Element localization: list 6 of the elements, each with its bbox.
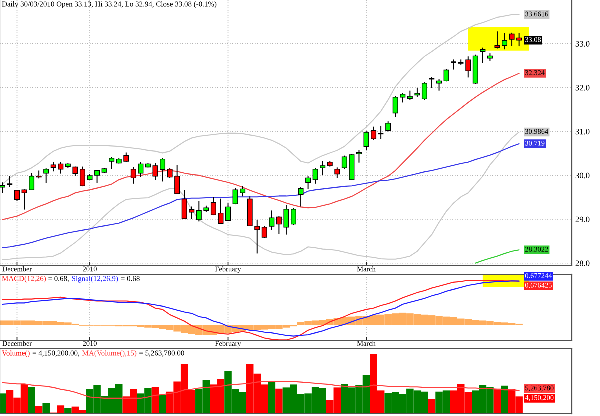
y-tick-label: 30.0 bbox=[576, 172, 590, 179]
y-tick-label: 28.0 bbox=[576, 260, 590, 266]
y-tick-label: 29.0 bbox=[576, 216, 590, 222]
y-tick-label: 33.0 bbox=[576, 41, 590, 47]
y-tick-label: 32.0 bbox=[576, 85, 590, 91]
y-tick-label: 31.0 bbox=[576, 129, 590, 135]
